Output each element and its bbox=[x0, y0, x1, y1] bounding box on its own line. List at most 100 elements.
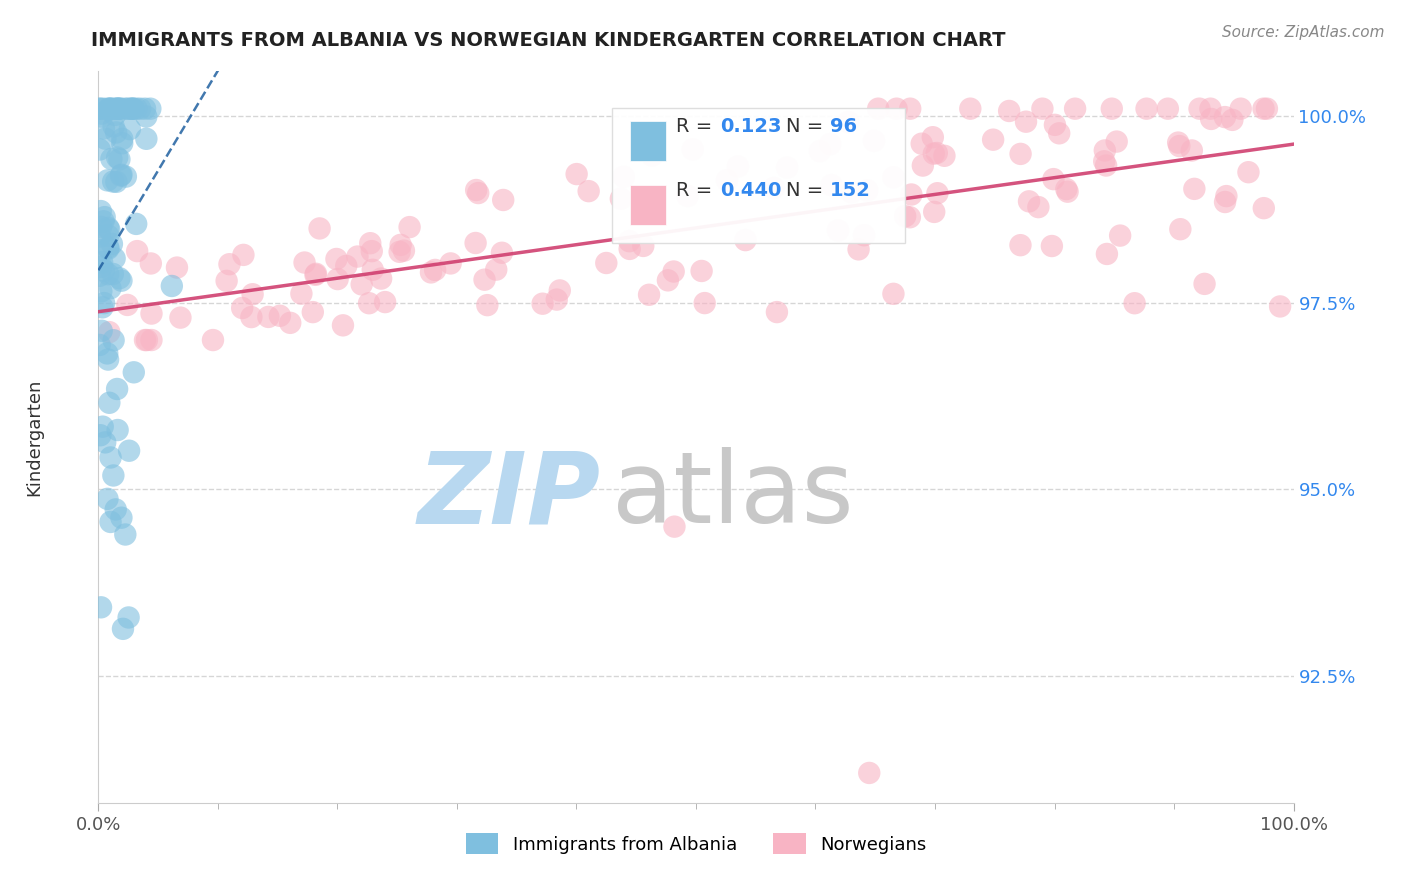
Point bbox=[134, 102, 156, 116]
Point bbox=[100, 281, 122, 295]
Point bbox=[103, 102, 125, 116]
Legend: Immigrants from Albania, Norwegians: Immigrants from Albania, Norwegians bbox=[457, 824, 935, 863]
Point bbox=[464, 235, 486, 250]
Point bbox=[94, 435, 117, 450]
Point bbox=[101, 267, 124, 281]
Point bbox=[1222, 112, 1244, 127]
Point bbox=[127, 244, 149, 259]
Point bbox=[105, 151, 128, 165]
Point bbox=[97, 242, 120, 256]
Point bbox=[335, 259, 357, 273]
Point bbox=[104, 108, 127, 122]
Point bbox=[93, 214, 115, 228]
Point bbox=[91, 301, 114, 315]
Point bbox=[93, 210, 115, 224]
Point bbox=[97, 228, 120, 243]
Point bbox=[232, 248, 254, 262]
Point bbox=[90, 324, 112, 338]
Point bbox=[257, 310, 280, 324]
Point bbox=[900, 187, 922, 202]
Point bbox=[98, 325, 121, 339]
Point bbox=[818, 137, 841, 152]
Text: 152: 152 bbox=[830, 181, 870, 200]
Point bbox=[201, 333, 224, 347]
Point bbox=[531, 296, 554, 310]
Point bbox=[619, 242, 641, 256]
Point bbox=[868, 102, 890, 116]
Point bbox=[90, 106, 112, 120]
Point bbox=[911, 136, 934, 151]
Point bbox=[1101, 102, 1123, 116]
Point bbox=[693, 296, 716, 310]
Point bbox=[894, 209, 917, 223]
Point bbox=[107, 102, 129, 116]
Point bbox=[837, 115, 859, 129]
Point bbox=[139, 256, 162, 270]
Point bbox=[491, 245, 513, 260]
Point bbox=[96, 491, 118, 506]
Point bbox=[1182, 182, 1205, 196]
Point bbox=[103, 468, 125, 483]
Point bbox=[100, 102, 122, 116]
Point bbox=[94, 131, 117, 145]
Point bbox=[114, 102, 136, 116]
Text: 0.123: 0.123 bbox=[720, 117, 782, 136]
Point bbox=[231, 301, 253, 315]
Point bbox=[921, 130, 943, 145]
Point bbox=[1056, 185, 1078, 199]
Point bbox=[278, 316, 301, 330]
Point bbox=[1215, 189, 1237, 203]
Point bbox=[1042, 172, 1064, 186]
Text: atlas: atlas bbox=[613, 447, 853, 544]
Point bbox=[301, 305, 323, 319]
Point bbox=[662, 264, 685, 278]
Point bbox=[332, 318, 354, 333]
Point bbox=[117, 610, 139, 624]
Point bbox=[93, 296, 115, 310]
Point bbox=[1010, 238, 1032, 252]
Point bbox=[97, 267, 120, 281]
Text: IMMIGRANTS FROM ALBANIA VS NORWEGIAN KINDERGARTEN CORRELATION CHART: IMMIGRANTS FROM ALBANIA VS NORWEGIAN KIN… bbox=[91, 31, 1005, 50]
Text: N =: N = bbox=[786, 117, 823, 136]
Point bbox=[114, 527, 136, 541]
Point bbox=[89, 338, 111, 352]
Point bbox=[1105, 135, 1128, 149]
Point bbox=[548, 284, 571, 298]
Point bbox=[89, 428, 111, 442]
Point bbox=[98, 396, 121, 410]
Point bbox=[100, 515, 122, 529]
Point bbox=[97, 240, 120, 254]
Point bbox=[578, 184, 600, 198]
Point bbox=[97, 220, 120, 235]
Point bbox=[882, 286, 904, 301]
Point bbox=[664, 519, 686, 533]
Point bbox=[240, 310, 263, 324]
Point bbox=[103, 120, 125, 134]
Point bbox=[827, 223, 849, 237]
Point bbox=[110, 102, 132, 116]
Point bbox=[766, 305, 789, 319]
Point bbox=[122, 365, 145, 379]
Point bbox=[808, 144, 831, 158]
Point bbox=[856, 183, 879, 197]
Point bbox=[139, 102, 162, 116]
Point bbox=[641, 148, 664, 162]
Point bbox=[325, 252, 347, 266]
Point bbox=[120, 102, 142, 116]
Point bbox=[1199, 112, 1222, 126]
Point bbox=[644, 193, 666, 207]
Point bbox=[1064, 102, 1087, 116]
Bar bbox=[630, 185, 666, 225]
Point bbox=[474, 273, 496, 287]
Point bbox=[613, 169, 636, 184]
Point bbox=[858, 766, 880, 780]
Point bbox=[117, 298, 139, 312]
Text: R =: R = bbox=[676, 181, 711, 200]
Point bbox=[90, 219, 112, 234]
Point bbox=[1168, 139, 1191, 153]
Point bbox=[657, 273, 679, 287]
Point bbox=[922, 205, 945, 219]
Point bbox=[91, 255, 114, 269]
Point bbox=[1253, 201, 1275, 215]
Bar bbox=[630, 121, 666, 161]
